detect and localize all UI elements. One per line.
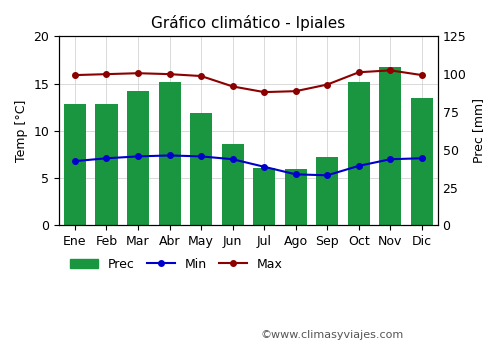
Bar bbox=[190, 113, 212, 225]
Bar bbox=[253, 168, 275, 225]
Bar bbox=[348, 82, 370, 225]
Bar bbox=[284, 169, 307, 225]
Bar bbox=[96, 104, 118, 225]
Title: Gráfico climático - Ipiales: Gráfico climático - Ipiales bbox=[152, 15, 346, 31]
Bar bbox=[411, 98, 433, 225]
Y-axis label: Temp [°C]: Temp [°C] bbox=[15, 100, 28, 162]
Bar bbox=[316, 158, 338, 225]
Bar bbox=[380, 66, 402, 225]
Y-axis label: Prec [mm]: Prec [mm] bbox=[472, 98, 485, 163]
Bar bbox=[222, 144, 244, 225]
Text: ©www.climasyviajes.com: ©www.climasyviajes.com bbox=[260, 329, 403, 340]
Bar bbox=[64, 104, 86, 225]
Bar bbox=[127, 91, 149, 225]
Bar bbox=[158, 82, 180, 225]
Legend: Prec, Min, Max: Prec, Min, Max bbox=[66, 253, 288, 276]
